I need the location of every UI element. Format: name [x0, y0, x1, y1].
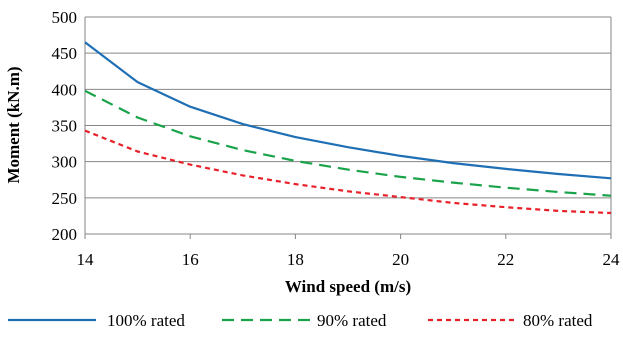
legend-label: 80% rated — [523, 311, 593, 330]
legend-label: 90% rated — [317, 311, 387, 330]
series-line-100-rated — [84, 41, 612, 180]
y-tick-label: 400 — [52, 80, 78, 99]
y-tick-labels: 200 250 300 350 400 450 500 — [52, 8, 78, 244]
y-tick-label: 300 — [52, 153, 78, 172]
x-tick-label: 22 — [497, 250, 514, 269]
series-line-80-rated — [84, 129, 612, 215]
y-axis-title: Moment (kN.m) — [4, 66, 23, 183]
gridlines — [84, 16, 612, 239]
legend: 100% rated 90% rated 80% rated — [8, 311, 593, 330]
x-tick-label: 16 — [182, 250, 199, 269]
x-tick-label: 24 — [603, 250, 621, 269]
x-tick-label: 14 — [77, 250, 95, 269]
x-tick-label: 20 — [392, 250, 409, 269]
series-line-90-rated — [84, 89, 612, 197]
y-tick-label: 250 — [52, 189, 78, 208]
x-axis-title: Wind speed (m/s) — [285, 277, 411, 296]
y-tick-label: 500 — [52, 8, 78, 27]
series-lines — [84, 41, 612, 215]
x-tick-labels: 14 16 18 20 22 24 — [77, 250, 621, 269]
legend-label: 100% rated — [107, 311, 185, 330]
y-tick-label: 350 — [52, 117, 78, 136]
x-tick-label: 18 — [287, 250, 304, 269]
y-tick-label: 200 — [52, 225, 78, 244]
y-tick-label: 450 — [52, 44, 78, 63]
